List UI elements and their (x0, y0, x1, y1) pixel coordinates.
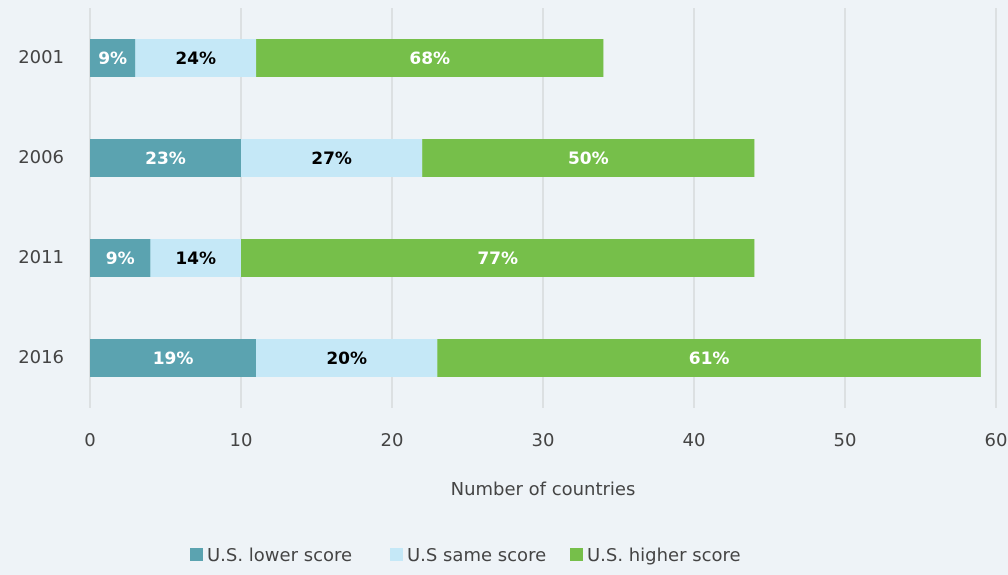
bar-segment (90, 139, 241, 177)
bar-segment (422, 139, 755, 177)
value-label: 19% (153, 349, 194, 369)
bar-segment (256, 39, 604, 77)
bar-segment (90, 239, 151, 277)
value-label: 9% (98, 49, 127, 69)
value-label: 77% (477, 249, 518, 269)
legend-swatch (390, 548, 403, 561)
value-label: 20% (326, 349, 367, 369)
y-tick-label: 2011 (18, 247, 64, 268)
bar-segment (135, 39, 257, 77)
legend-label: U.S. higher score (587, 545, 741, 566)
bar-segment (241, 239, 755, 277)
legend-swatch (190, 548, 203, 561)
x-tick-label: 0 (84, 430, 95, 451)
value-label: 24% (175, 49, 216, 69)
bar-segment (150, 239, 241, 277)
bar-segment (90, 339, 257, 377)
legend-swatch (570, 548, 583, 561)
bar-segment (241, 139, 423, 177)
x-axis-title: Number of countries (451, 479, 636, 500)
y-tick-label: 2016 (18, 347, 64, 368)
value-label: 68% (409, 49, 450, 69)
x-tick-label: 60 (985, 430, 1008, 451)
bar-segment (437, 339, 981, 377)
x-tick-label: 30 (532, 430, 555, 451)
x-tick-label: 40 (683, 430, 706, 451)
value-label: 50% (568, 149, 609, 169)
value-label: 23% (145, 149, 186, 169)
y-tick-label: 2001 (18, 47, 64, 68)
y-tick-label: 2006 (18, 147, 64, 168)
x-tick-label: 10 (230, 430, 253, 451)
legend-label: U.S. lower score (207, 545, 352, 566)
x-tick-label: 50 (834, 430, 857, 451)
bar-segment (256, 339, 438, 377)
legend-label: U.S same score (407, 545, 546, 566)
bar-segment (90, 39, 136, 77)
value-label: 61% (689, 349, 730, 369)
value-label: 27% (311, 149, 352, 169)
value-label: 14% (175, 249, 216, 269)
value-label: 9% (106, 249, 135, 269)
x-tick-label: 20 (381, 430, 404, 451)
